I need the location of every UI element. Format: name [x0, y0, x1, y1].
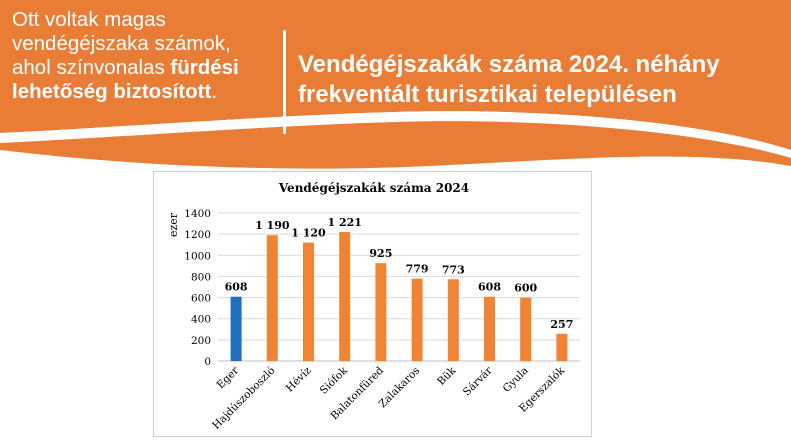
x-tick-label: Hajdúszoboszló [210, 365, 277, 432]
bar [303, 242, 314, 361]
data-label: 779 [406, 263, 429, 276]
bar-chart: Vendégéjszakák száma 2024 ezer 0 200 400 60… [167, 181, 580, 432]
header-left-end-text: . [211, 80, 218, 103]
banner-curve-white [0, 111, 791, 158]
header-banner [0, 0, 791, 169]
y-tick-labels: 0 200 400 600 800 1000 1200 1400 [184, 208, 211, 368]
x-tick-label: Gyula [501, 365, 531, 395]
data-label: 608 [478, 281, 501, 294]
data-label: 773 [442, 263, 465, 276]
page-title-line-1: Vendégéjszakák száma 2024. néhány [298, 51, 720, 78]
y-tick-label: 1400 [184, 208, 211, 220]
gridlines [218, 212, 580, 362]
y-tick-label: 1200 [184, 229, 211, 241]
chart-title: Vendégéjszakák száma 2024 [278, 181, 469, 195]
x-tick-label: Bük [435, 364, 459, 388]
y-tick-label: 0 [204, 356, 211, 368]
x-tick-label: Siófok [318, 364, 351, 397]
bar [447, 279, 459, 361]
y-tick-label: 600 [191, 293, 211, 305]
bar [375, 263, 387, 361]
x-tick-label: Sárvár [461, 364, 495, 398]
y-tick-label: 1000 [184, 250, 211, 262]
bar [484, 296, 495, 361]
data-label: 257 [550, 318, 573, 331]
y-tick-label: 400 [191, 314, 211, 326]
bars [230, 231, 568, 361]
chart-frame: Vendégéjszakák száma 2024 ezer 0 200 400 60… [153, 171, 592, 437]
bar [230, 296, 242, 361]
bar [266, 235, 278, 361]
data-label: 925 [369, 247, 392, 260]
data-label: 1 190 [255, 219, 290, 232]
y-axis-label: ezer [167, 212, 180, 237]
banner-wave-lower [0, 121, 791, 169]
data-label: 1 221 [327, 216, 361, 229]
data-label: 600 [514, 282, 537, 295]
data-label: 1 120 [291, 227, 326, 240]
header-left-bold-text: fürdési lehetőség biztosított [12, 56, 239, 103]
banner-background [0, 0, 791, 150]
header-divider [283, 30, 286, 134]
y-tick-label: 800 [191, 271, 211, 283]
bar [556, 333, 568, 361]
bar [339, 231, 351, 361]
x-tick-label: Hévíz [284, 364, 314, 394]
header-left-text: Ott voltak magas vendégéjszaka számok, a… [12, 8, 270, 104]
page-title-line-2: frekventált turisztikai településen [298, 81, 677, 108]
bar [520, 297, 532, 361]
data-label: 608 [225, 281, 248, 294]
y-tick-label: 200 [191, 335, 211, 347]
header-left-plain-text: Ott voltak magas vendégéjszaka számok, a… [12, 8, 231, 79]
bar [411, 278, 423, 361]
x-tick-label: Eger [215, 364, 242, 391]
page-title: Vendégéjszakák száma 2024. néhány frekve… [298, 50, 778, 110]
